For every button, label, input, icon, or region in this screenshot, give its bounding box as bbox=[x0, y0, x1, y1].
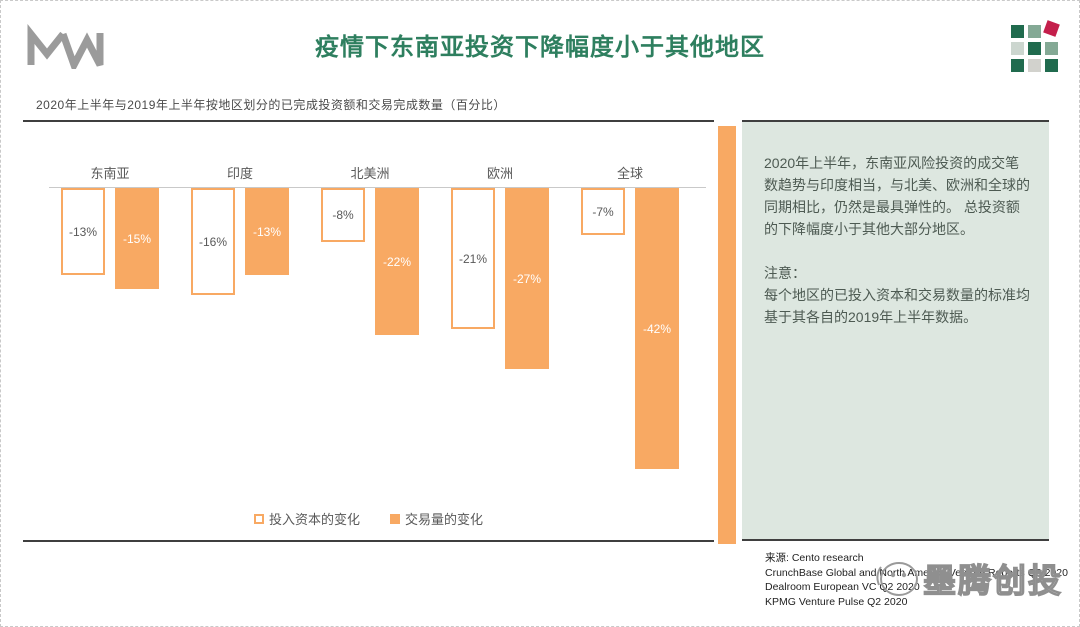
commentary-panel: 2020年上半年，东南亚风险投资的成交笔数趋势与印度相当，与北美、欧洲和全球的同… bbox=[742, 120, 1049, 541]
panel-paragraph: 2020年上半年，东南亚风险投资的成交笔数趋势与印度相当，与北美、欧洲和全球的同… bbox=[764, 155, 1030, 237]
category-label: 印度 bbox=[226, 166, 253, 181]
bar-deal-volume-change: -42% bbox=[635, 188, 679, 469]
bar-value-label: -13% bbox=[252, 224, 281, 239]
bar-value-label: -21% bbox=[458, 251, 487, 266]
divider-top-left bbox=[23, 120, 714, 122]
category-label: 北美洲 bbox=[350, 166, 390, 181]
grid-square-mid bbox=[1028, 25, 1041, 38]
legend-label: 交易量的变化 bbox=[405, 512, 484, 527]
bar-capital-change: -7% bbox=[581, 188, 625, 235]
page-title: 疫情下东南亚投资下降幅度小于其他地区 bbox=[315, 34, 765, 61]
bar-value-label: -27% bbox=[512, 271, 541, 286]
grid-square-pale bbox=[1011, 42, 1024, 55]
category-label: 全球 bbox=[616, 166, 643, 181]
legend-filled-swatch-icon bbox=[390, 513, 400, 524]
grid-square-light bbox=[1028, 59, 1041, 72]
category-label: 东南亚 bbox=[90, 166, 130, 181]
bar-value-label: -16% bbox=[198, 234, 227, 249]
panel-note-text: 每个地区的已投入资本和交易数量的标准均基于其各自的2019年上半年数据。 bbox=[764, 287, 1030, 325]
bar-value-label: -13% bbox=[68, 224, 97, 239]
bar-deal-volume-change: -15% bbox=[115, 188, 159, 289]
chart-zero-axis bbox=[49, 187, 706, 188]
category-label: 欧洲 bbox=[486, 166, 513, 181]
legend-item: 投入资本的变化 bbox=[253, 509, 360, 528]
chart-legend: 投入资本的变化 交易量的变化 bbox=[23, 509, 714, 528]
chart-subtitle: 2020年上半年与2019年上半年按地区划分的已完成投资额和交易完成数量（百分比… bbox=[36, 98, 506, 112]
bar-capital-change: -13% bbox=[61, 188, 105, 275]
grid-square-dark bbox=[1045, 59, 1058, 72]
bar-value-label: -7% bbox=[592, 204, 614, 219]
source-line: 来源: Cento research bbox=[765, 552, 864, 564]
bar-value-label: -42% bbox=[642, 321, 671, 336]
legend-label: 投入资本的变化 bbox=[268, 512, 360, 527]
mw-logo-icon bbox=[25, 21, 109, 74]
bar-capital-change: -16% bbox=[191, 188, 235, 295]
legend-outline-swatch-icon bbox=[253, 513, 264, 524]
panel-note-label: 注意： bbox=[764, 265, 806, 281]
grid-square-dark bbox=[1011, 59, 1024, 72]
green-grid-logo-icon bbox=[1011, 20, 1063, 77]
source-list: 来源: Cento research CrunchBase Global and… bbox=[765, 551, 1068, 609]
source-line: CrunchBase Global and North America Vent… bbox=[765, 566, 1068, 579]
source-line: Dealroom European VC Q2 2020 bbox=[765, 581, 920, 593]
grid-square-mid bbox=[1045, 42, 1058, 55]
grid-square-dark bbox=[1028, 42, 1041, 55]
source-line: KPMG Venture Pulse Q2 2020 bbox=[765, 595, 908, 608]
divider-bottom-left bbox=[23, 540, 714, 542]
bar-value-label: -8% bbox=[332, 208, 354, 222]
bar-deal-volume-change: -27% bbox=[505, 188, 549, 369]
bar-deal-volume-change: -13% bbox=[245, 188, 289, 275]
grid-square-dark bbox=[1011, 25, 1024, 38]
bar-capital-change: -21% bbox=[451, 188, 495, 329]
panel-accent-stripe bbox=[718, 126, 736, 544]
bar-capital-change: -8% bbox=[321, 188, 365, 242]
bar-value-label: -22% bbox=[382, 254, 411, 269]
bar-value-label: -15% bbox=[122, 231, 151, 246]
bar-deal-volume-change: -22% bbox=[375, 188, 419, 335]
legend-item: 交易量的变化 bbox=[390, 509, 483, 528]
grid-square-red bbox=[1043, 20, 1060, 37]
